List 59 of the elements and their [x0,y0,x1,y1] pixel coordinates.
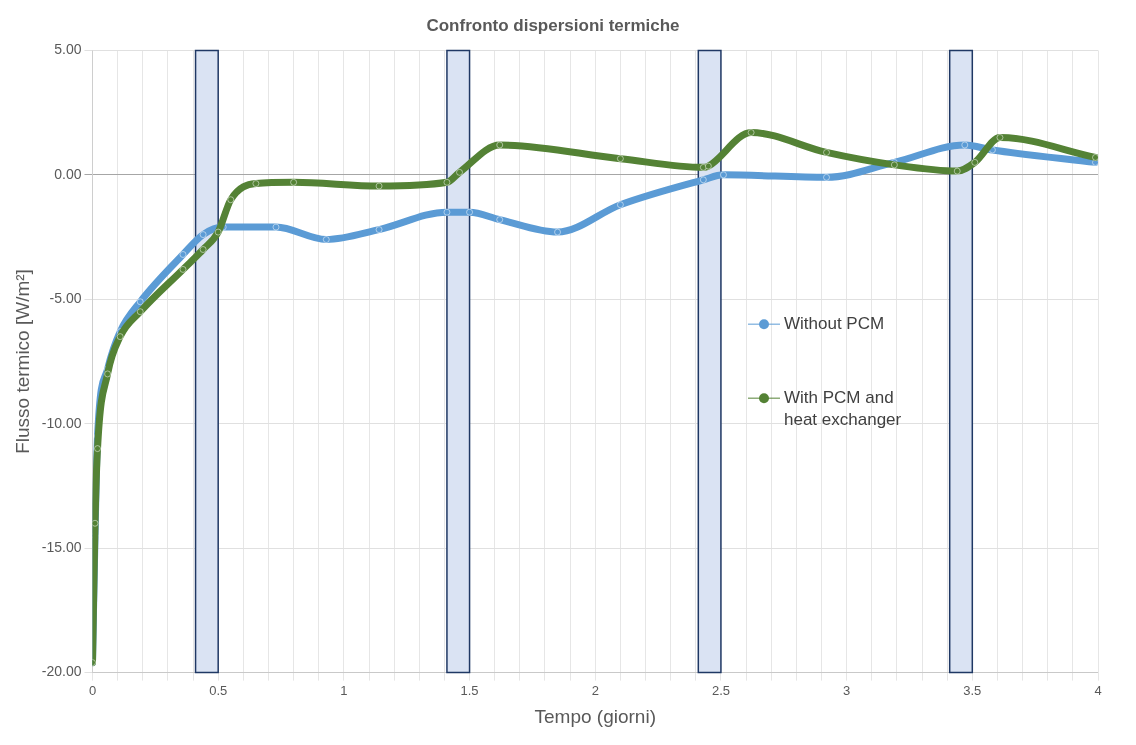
point [214,228,222,236]
point [375,182,383,190]
x-tick-label: 4 [1094,682,1102,698]
chart-title: Confronto dispersioni termiche [426,15,680,35]
x-tick-label: 0 [88,682,97,698]
point [961,141,969,149]
point [700,164,707,171]
point [272,223,280,231]
point [554,228,561,236]
y-tick-label: -5.00 [49,290,82,307]
point [466,208,473,216]
point [443,208,451,216]
point [971,159,979,166]
point [996,134,1004,141]
point [617,201,624,208]
point [227,196,234,203]
point [323,236,330,243]
point [137,298,144,306]
point [720,171,727,179]
point [705,162,712,170]
y-tick-label: 0.00 [54,165,82,182]
point [116,333,124,340]
point [617,155,624,162]
point [443,179,451,186]
point [496,216,503,223]
y-tick-label: 5.00 [54,41,82,58]
point [747,129,755,136]
point [179,251,187,258]
point [92,520,99,527]
point [1092,154,1098,161]
point [252,180,260,187]
y-tick-label: -15.00 [41,539,82,556]
x-tick-label: 0.5 [209,682,228,698]
point [290,179,297,186]
point [179,266,187,273]
x-tick-label: 2.5 [711,682,730,698]
point [700,176,707,184]
point [104,370,111,378]
point [823,149,830,156]
x-axis-title: Tempo (giorni) [534,705,656,727]
point [456,169,463,176]
x-tick-label: 3 [843,682,851,698]
point [137,308,144,315]
point [375,226,383,233]
point [94,445,101,452]
y-tick-label: -10.00 [41,414,82,431]
x-tick-label: 3.5 [963,682,982,698]
point [823,174,830,181]
legend-label: Without PCM [784,313,885,333]
point [496,141,503,149]
legend-label: With PCM and heat exchanger [784,387,902,429]
x-tick-label: 2 [591,682,599,698]
y-axis-title: Flusso termico [W/m²] [11,269,33,454]
x-tick-label: 1.5 [460,682,479,698]
point [953,167,961,175]
point [199,246,207,253]
point [199,231,207,238]
y-tick-label: -20.00 [41,663,82,680]
x-tick-label: 1 [340,682,348,698]
